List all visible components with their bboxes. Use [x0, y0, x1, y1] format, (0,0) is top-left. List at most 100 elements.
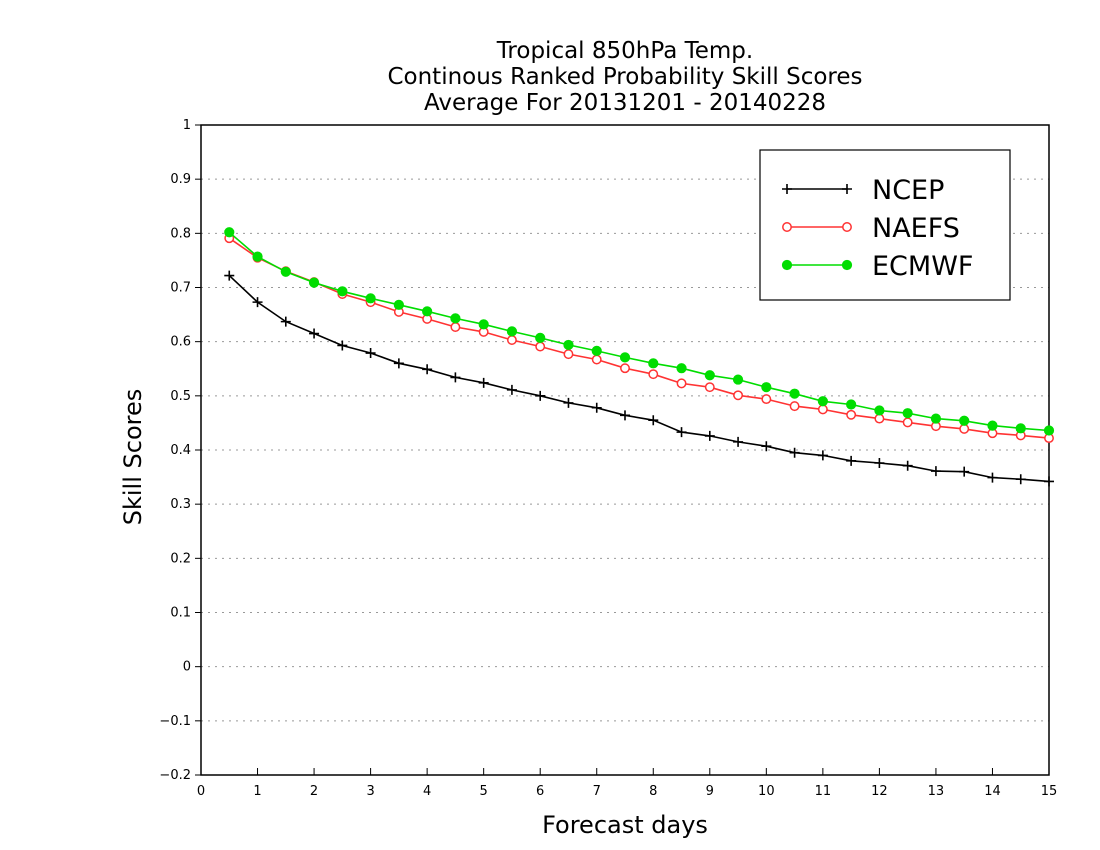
data-point-naefs	[789, 401, 800, 412]
data-point-ncep	[224, 270, 235, 281]
data-point-ncep	[676, 427, 687, 438]
data-point-ecmwf	[422, 306, 433, 317]
data-point-ncep	[987, 472, 998, 483]
legend-box	[759, 149, 1011, 301]
x-tick-label: 3	[366, 784, 374, 799]
data-point-naefs	[620, 363, 630, 374]
data-point-ecmwf	[930, 413, 942, 424]
title-line-1: Tropical 850hPa Temp.	[496, 38, 753, 64]
x-tick-label: 15	[1041, 784, 1058, 799]
x-tick-label: 4	[423, 784, 431, 799]
data-point-naefs	[563, 349, 574, 360]
data-point-ncep	[422, 364, 433, 375]
data-point-ecmwf	[676, 363, 687, 374]
data-point-naefs	[506, 335, 517, 345]
data-point-ncep	[280, 316, 291, 327]
data-point-ecmwf	[817, 396, 828, 407]
y-tick-label: 0.5	[170, 389, 191, 404]
data-point-ncep	[817, 450, 828, 461]
data-point-naefs	[535, 341, 546, 352]
x-tick-label: 9	[706, 784, 714, 799]
data-point-ecmwf	[280, 266, 291, 277]
y-tick-label: 0.2	[170, 551, 191, 566]
data-point-ecmwf	[478, 319, 489, 330]
chart-title: Tropical 850hPa Temp. Continous Ranked P…	[387, 38, 862, 116]
y-tick-label: 0	[183, 660, 191, 675]
data-point-ecmwf	[252, 251, 263, 262]
data-point-ecmwf	[761, 382, 772, 393]
data-point-ecmwf	[563, 339, 574, 351]
data-point-ecmwf	[506, 326, 518, 337]
data-point-ecmwf	[732, 374, 744, 385]
y-axis-label: Skill Scores	[119, 389, 147, 526]
legend-marker-naefs	[842, 222, 852, 232]
data-point-naefs	[733, 390, 744, 401]
y-tick-label: 0.1	[170, 606, 191, 621]
data-point-ncep	[648, 415, 659, 426]
data-point-ncep	[309, 328, 320, 339]
data-point-ncep	[591, 402, 602, 413]
x-tick-label: 14	[984, 784, 1001, 799]
data-point-ecmwf	[224, 227, 235, 238]
y-tick-label: 0.7	[170, 281, 191, 296]
legend-marker-ncep	[782, 184, 792, 194]
x-tick-label: 12	[871, 784, 888, 799]
legend-marker-ecmwf	[781, 259, 793, 271]
x-tick-label: 1	[253, 784, 261, 799]
title-line-2: Continous Ranked Probability Skill Score…	[387, 64, 862, 90]
x-tick-label: 0	[197, 784, 205, 799]
series-line-ncep	[228, 275, 1050, 483]
data-point-ncep	[252, 297, 263, 308]
x-tick-label: 10	[758, 784, 775, 799]
data-point-ecmwf	[648, 358, 659, 369]
data-point-ncep	[365, 348, 376, 359]
y-tick-label: 0.8	[170, 226, 191, 241]
data-point-ncep	[393, 358, 404, 369]
data-point-ecmwf	[874, 405, 885, 416]
data-point-ncep	[506, 384, 517, 395]
data-point-ncep	[930, 466, 941, 477]
y-tick-label: 1	[183, 118, 191, 133]
data-point-ecmwf	[959, 415, 970, 426]
legend-marker-ecmwf	[841, 259, 853, 271]
data-point-ncep	[337, 340, 348, 351]
data-point-ncep	[733, 436, 744, 447]
y-tick-label: 0.3	[170, 497, 191, 512]
legend-label-ncep: NCEP	[872, 175, 944, 206]
series-ncep	[224, 270, 1054, 487]
y-axis-ticks: −0.2 −0.1 0 0.1 0.2 0.3 0.4 0.5 0.6 0.7 0.8 0.9 1	[159, 118, 201, 783]
data-point-ecmwf	[619, 352, 631, 363]
data-point-ecmwf	[1015, 423, 1026, 434]
data-point-naefs	[591, 354, 602, 365]
data-point-naefs	[846, 409, 857, 420]
x-tick-label: 6	[536, 784, 544, 799]
data-point-ecmwf	[308, 277, 320, 288]
data-point-ncep	[789, 447, 800, 458]
x-tick-label: 7	[593, 784, 601, 799]
data-point-naefs	[450, 322, 461, 332]
data-point-ncep	[704, 430, 715, 441]
data-point-ncep	[563, 397, 574, 408]
title-line-3: Average For 20131201 - 20140228	[424, 90, 826, 116]
legend-entry-ecmwf: ECMWF	[781, 251, 973, 282]
data-point-ncep	[874, 458, 885, 468]
legend-entry-ncep: NCEP	[782, 175, 944, 206]
series-group	[224, 227, 1055, 487]
legend-label-ecmwf: ECMWF	[872, 251, 973, 282]
data-point-ncep	[846, 455, 857, 466]
x-axis-ticks: 0 1 2 3 4 5 6 7 8 9 10 11 12 13 14 15	[197, 768, 1057, 799]
data-point-ncep	[1044, 476, 1054, 487]
data-point-naefs	[704, 382, 715, 393]
data-point-ncep	[620, 410, 630, 421]
data-point-ecmwf	[789, 388, 800, 399]
x-axis-label: Forecast days	[542, 811, 708, 839]
x-tick-label: 11	[815, 784, 832, 799]
data-point-naefs	[676, 378, 687, 389]
data-point-ecmwf	[846, 399, 857, 410]
data-point-ecmwf	[337, 286, 348, 297]
data-point-ncep	[450, 372, 461, 383]
data-point-naefs	[874, 413, 885, 424]
y-tick-label: 0.9	[170, 172, 191, 187]
data-point-naefs	[761, 394, 772, 405]
y-tick-label: 0.4	[170, 443, 191, 458]
